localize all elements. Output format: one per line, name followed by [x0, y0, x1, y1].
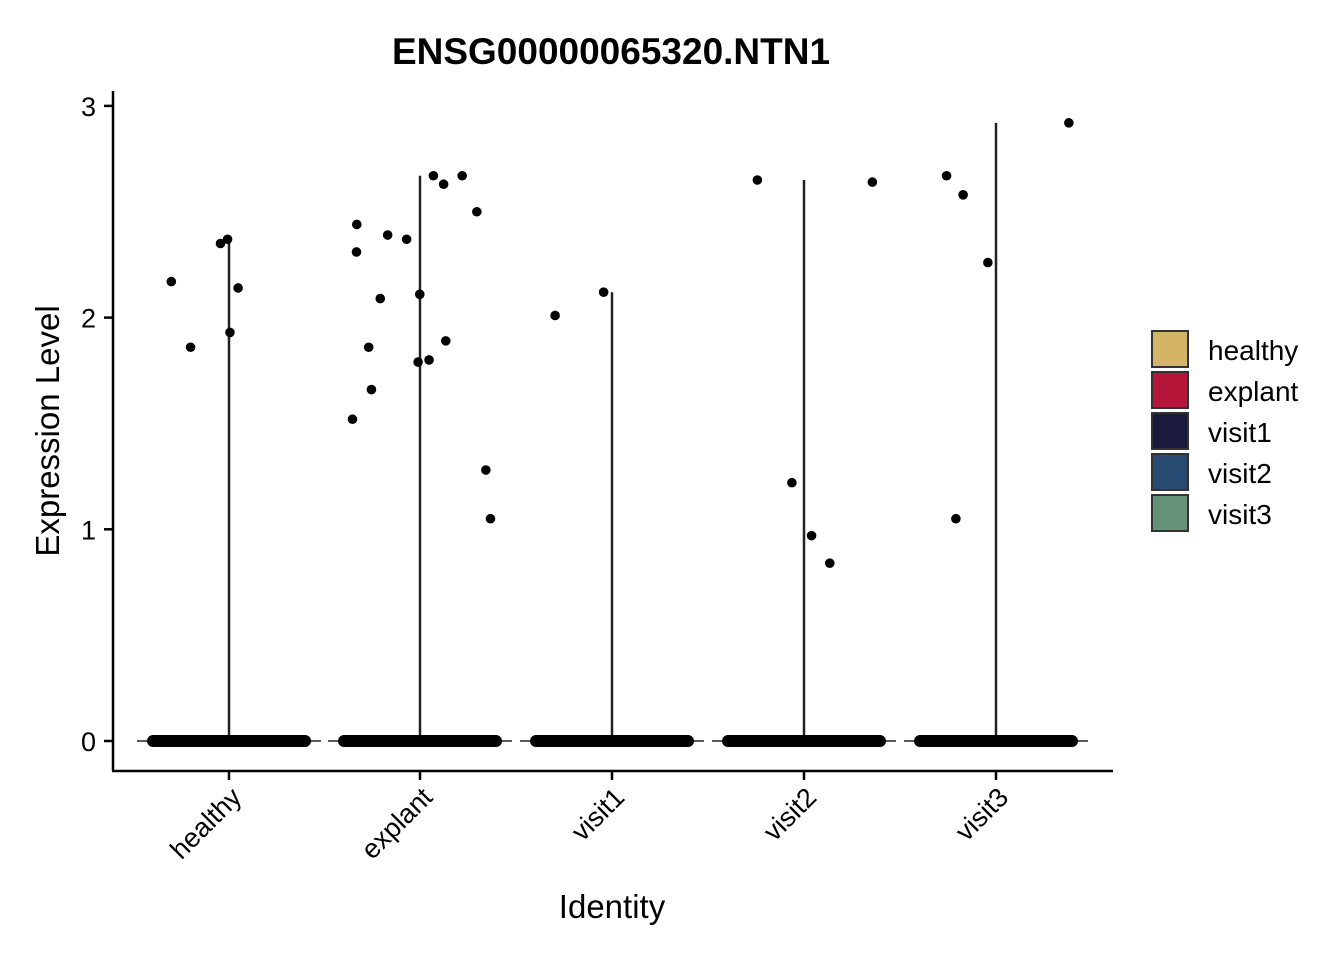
point-explant	[414, 289, 425, 300]
point-explant	[351, 219, 362, 230]
point-visit3	[958, 190, 968, 200]
point-visit2	[824, 558, 835, 568]
point-healthy	[166, 276, 177, 287]
y-tick-label: 3	[81, 92, 96, 122]
point-visit1	[550, 310, 560, 321]
point-visit3	[951, 513, 961, 524]
point-visit2	[806, 530, 817, 541]
zero-points-visit3	[914, 735, 1078, 747]
point-healthy	[185, 342, 196, 353]
point-healthy	[233, 283, 243, 293]
point-explant	[382, 230, 393, 240]
point-explant	[347, 414, 358, 425]
legend-label-visit1: visit1	[1208, 417, 1272, 448]
x-tick-label-visit3: visit3	[950, 782, 1015, 847]
point-visit3	[1064, 118, 1074, 128]
point-explant	[351, 247, 362, 257]
chart-title: ENSG00000065320.NTN1	[392, 31, 830, 72]
y-tick-label: 0	[81, 727, 96, 757]
point-visit2	[867, 177, 878, 187]
point-explant	[428, 170, 439, 181]
y-axis-title: Expression Level	[29, 305, 66, 556]
x-axis-ticks: healthy explant visit1 visit2 visit3	[164, 771, 1014, 865]
point-visit2	[787, 477, 797, 488]
y-axis-ticks: 0 1 2 3	[81, 92, 113, 757]
point-visit2	[752, 175, 763, 185]
point-explant	[375, 293, 386, 304]
point-explant	[438, 179, 449, 190]
point-explant	[363, 342, 374, 353]
y-tick-label: 1	[81, 515, 96, 545]
legend-label-explant: explant	[1208, 376, 1299, 407]
legend-key-healthy	[1151, 330, 1189, 368]
point-explant	[440, 336, 451, 346]
point-healthy	[225, 327, 235, 338]
legend: healthy explant visit1 visit2 visit3	[1151, 330, 1299, 532]
point-visit3	[941, 170, 952, 181]
y-tick-label: 2	[81, 304, 96, 334]
x-tick-label-visit2: visit2	[758, 782, 823, 847]
point-explant	[413, 357, 423, 367]
point-explant	[457, 170, 467, 181]
zero-points-healthy	[147, 735, 311, 747]
point-explant	[472, 206, 482, 217]
x-axis-title: Identity	[559, 888, 666, 925]
legend-label-visit2: visit2	[1208, 458, 1272, 489]
point-healthy	[215, 238, 226, 249]
point-visit1	[598, 287, 609, 297]
legend-key-visit2	[1151, 453, 1189, 491]
x-tick-label-healthy: healthy	[164, 782, 247, 865]
zero-points-visit1	[530, 735, 694, 747]
plot-area	[137, 118, 1088, 747]
point-healthy	[222, 234, 233, 245]
x-tick-label-visit1: visit1	[566, 782, 631, 847]
point-explant	[401, 234, 412, 245]
point-explant	[481, 465, 491, 475]
legend-label-healthy: healthy	[1208, 335, 1298, 366]
legend-key-explant	[1151, 371, 1189, 409]
point-explant	[424, 355, 434, 365]
legend-label-visit3: visit3	[1208, 499, 1272, 530]
zero-points-explant	[338, 735, 502, 747]
point-visit3	[983, 257, 993, 268]
x-tick-label-explant: explant	[355, 782, 438, 865]
point-explant	[485, 513, 496, 524]
point-explant	[366, 384, 377, 395]
zero-points-visit2	[722, 735, 886, 747]
legend-key-visit1	[1151, 412, 1189, 450]
legend-key-visit3	[1151, 494, 1189, 532]
